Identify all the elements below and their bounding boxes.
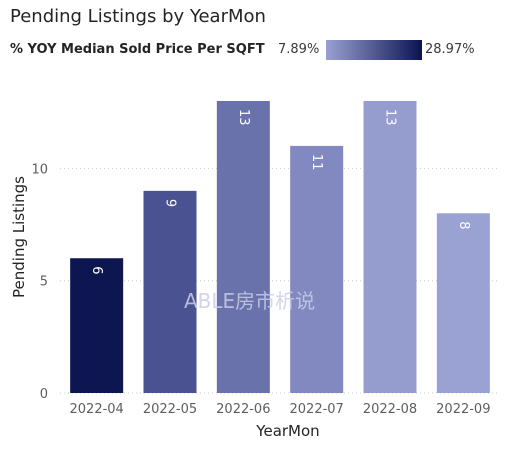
x-axis-label: YearMon [255,422,319,440]
bar[interactable] [143,190,197,393]
watermark: ABLE房市析说 [184,289,316,313]
bar-data-label: 8 [456,221,471,229]
legend-label: % YOY Median Sold Price Per SQFT [10,42,265,57]
bar[interactable] [216,101,270,393]
y-axis-ticks: 0 5 10 [31,162,48,402]
chart-title: Pending Listings by YearMon [10,6,266,27]
y-tick-label: 5 [40,275,48,290]
bar-data-label: 11 [309,154,324,171]
x-tick-label: 2022-07 [290,402,344,417]
gridlines [60,167,500,394]
x-tick-label: 2022-05 [143,402,197,417]
y-tick-label: 0 [40,387,48,402]
bar[interactable] [290,145,344,393]
legend-min-value: 7.89% [278,42,320,57]
bar[interactable] [363,101,417,393]
bar[interactable] [70,258,124,393]
legend-gradient-bar [326,40,422,60]
bar-data-label: 13 [383,109,398,126]
y-axis-label: Pending Listings [10,176,28,298]
bar[interactable] [436,213,490,393]
bar-data-label: 13 [236,109,251,126]
x-tick-label: 2022-06 [216,402,270,417]
legend-max-value: 28.97% [425,42,475,57]
bars: 6 9 13 11 13 8 [70,101,490,393]
x-tick-label: 2022-08 [363,402,417,417]
x-axis-ticks: 2022-04 2022-05 2022-06 2022-07 2022-08 2022-… [70,402,491,417]
color-legend: % YOY Median Sold Price Per SQFT 7.89% 2… [10,40,515,62]
bar-data-label: 6 [89,266,104,274]
bar-data-label: 9 [163,199,178,207]
y-tick-label: 10 [31,162,48,177]
x-tick-label: 2022-04 [70,402,124,417]
x-tick-label: 2022-09 [436,402,490,417]
